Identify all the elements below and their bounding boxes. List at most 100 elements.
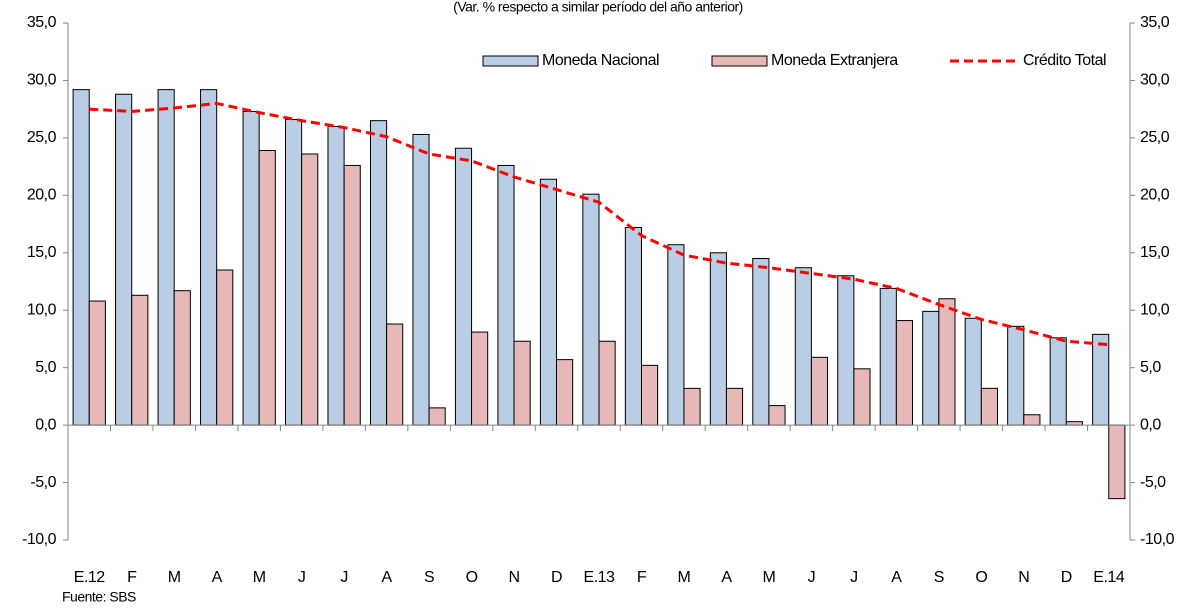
y2-tick-label: 15,0 (1140, 244, 1170, 261)
y-tick-label: 0,0 (35, 416, 56, 433)
bar (895, 320, 914, 426)
bar (72, 89, 90, 426)
bar (980, 387, 998, 426)
y-tick-label: 20,0 (27, 187, 57, 204)
y2-tick-label: 5,0 (1140, 359, 1161, 376)
bar (157, 89, 175, 426)
y-tick-label: 5,0 (35, 359, 56, 376)
legend-swatch (711, 55, 768, 67)
bar (598, 340, 616, 426)
x-tick-label: J (340, 569, 348, 586)
bar (837, 275, 855, 426)
bar (964, 317, 982, 426)
legend-label: Moneda Extranjera (771, 52, 898, 69)
x-tick-label: J (298, 569, 306, 586)
y-tick-label: 10,0 (27, 301, 57, 318)
bar (115, 93, 133, 426)
bar (1108, 424, 1126, 500)
y2-tick-label: 35,0 (1140, 14, 1170, 31)
y-tick-label: 25,0 (27, 129, 57, 146)
x-tick-label: A (212, 569, 223, 586)
bar (667, 244, 685, 426)
bar (454, 147, 473, 426)
bar (1007, 325, 1025, 426)
bar (131, 294, 149, 426)
bar (624, 227, 642, 426)
legend-label: Moneda Nacional (542, 52, 659, 69)
bar (1023, 414, 1041, 426)
x-tick-label: M (168, 569, 181, 586)
y2-tick-label: -10,0 (1140, 531, 1175, 548)
y2-tick-label: -5,0 (1140, 474, 1166, 491)
x-tick-label: S (424, 569, 434, 586)
x-tick-label: E.13 (584, 569, 616, 586)
chart-subtitle: (Var. % respecto a similar período del a… (453, 0, 743, 15)
x-tick-label: M (253, 569, 266, 586)
x-tick-label: E.14 (1093, 569, 1125, 586)
bar (938, 298, 956, 426)
bar (301, 153, 319, 426)
legend-swatch (482, 55, 539, 67)
bar (709, 252, 727, 426)
bar (683, 387, 701, 426)
bar (1092, 333, 1110, 426)
x-tick-label: D (1061, 569, 1072, 586)
bar (582, 193, 600, 426)
bar (853, 368, 871, 426)
legend-label: Crédito Total (1023, 52, 1106, 69)
x-tick-label: J (850, 569, 858, 586)
bar (327, 125, 345, 426)
bar (386, 323, 404, 426)
y2-tick-label: 20,0 (1140, 187, 1170, 204)
bar (242, 110, 260, 426)
bar (1049, 337, 1067, 426)
y2-tick-label: 10,0 (1140, 301, 1170, 318)
bar (922, 310, 940, 426)
line (89, 101, 1109, 347)
bar (284, 119, 303, 426)
bar (258, 150, 276, 426)
y2-tick-label: 0,0 (1140, 416, 1161, 433)
bar (497, 164, 515, 426)
y2-tick-label: 30,0 (1140, 72, 1170, 89)
x-tick-label: A (382, 569, 393, 586)
bar (216, 269, 234, 426)
x-tick-label: J (808, 569, 816, 586)
source-note: Fuente: SBS (62, 589, 136, 605)
bar (810, 356, 829, 426)
y-tick-label: 15,0 (27, 244, 57, 261)
bar (1065, 421, 1083, 426)
x-tick-label: F (637, 569, 647, 586)
bar (794, 267, 812, 426)
bar (539, 178, 558, 426)
y-tick-label: -5,0 (30, 474, 56, 491)
x-tick-label: D (551, 569, 562, 586)
bar (513, 340, 531, 426)
x-tick-label: O (975, 569, 987, 586)
bar (640, 364, 659, 426)
bar (173, 290, 191, 426)
x-tick-label: M (763, 569, 776, 586)
x-tick-label: N (509, 569, 520, 586)
bar (428, 407, 446, 426)
x-tick-label: A (891, 569, 902, 586)
bar (343, 164, 361, 426)
bar (369, 120, 388, 426)
bar (556, 359, 574, 426)
bar (768, 405, 786, 426)
y2-tick-label: 25,0 (1140, 129, 1170, 146)
x-tick-label: F (127, 569, 137, 586)
x-tick-label: M (678, 569, 691, 586)
y-tick-label: 35,0 (27, 14, 57, 31)
bar (88, 300, 106, 426)
y-tick-label: -10,0 (22, 531, 57, 548)
bar (752, 258, 770, 426)
bar (200, 89, 218, 426)
bar (725, 387, 744, 426)
bar (879, 287, 897, 426)
x-tick-label: N (1018, 569, 1029, 586)
x-tick-label: E.12 (74, 569, 106, 586)
x-tick-label: A (721, 569, 732, 586)
bar (471, 331, 489, 426)
